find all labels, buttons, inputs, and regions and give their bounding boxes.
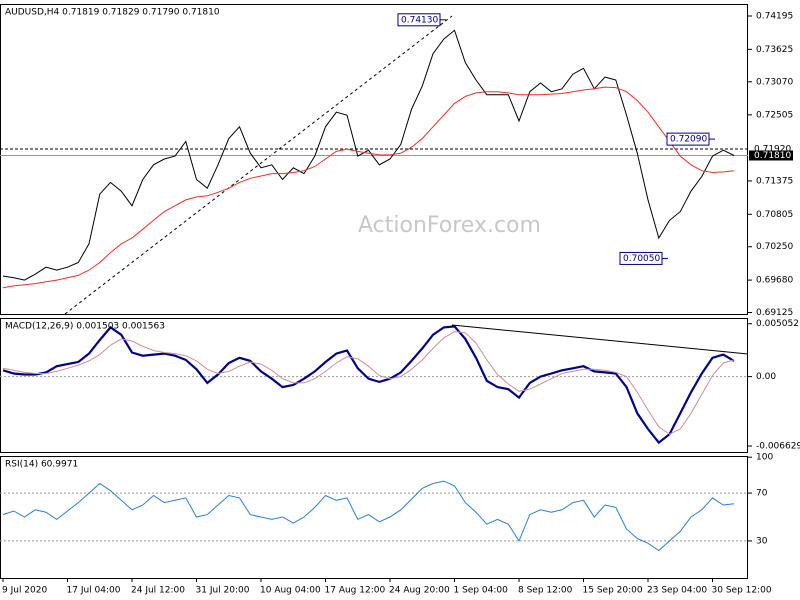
x-tick-label: 1 Sep 04:00	[454, 586, 509, 596]
y-tick-label: 0.70250	[756, 242, 793, 252]
panel-frame	[0, 456, 748, 579]
y-tick-label: 0.71375	[756, 176, 793, 186]
panel-title: MACD(12,26,9) 0.001503 0.001563	[5, 322, 165, 332]
panel-title: RSI(14) 60.9971	[5, 460, 78, 470]
x-tick-label: 23 Sep 04:00	[647, 586, 707, 596]
series-line	[2, 325, 735, 445]
x-tick-label: 24 Aug 20:00	[389, 586, 450, 596]
x-tick-label: 24 Jul 12:00	[131, 586, 185, 596]
price-label: 0.71920	[754, 145, 791, 155]
y-tick-label: 0.69680	[756, 276, 793, 286]
y-tick-label: 0.005052	[756, 319, 799, 329]
y-tick-label: 0.73625	[756, 45, 793, 55]
y-tick-label: 0.00	[756, 372, 776, 382]
x-tick-label: 17 Aug 12:00	[325, 586, 386, 596]
series-line	[2, 480, 735, 552]
watermark: ActionForex.com	[358, 213, 541, 238]
x-tick-label: 17 Jul 04:00	[67, 586, 121, 596]
y-tick-label: 0.70805	[756, 210, 793, 220]
y-tick-label: 0.69125	[756, 308, 793, 318]
y-tick-label: -0.006629	[756, 442, 800, 452]
x-tick-label: 15 Sep 20:00	[583, 586, 643, 596]
x-tick-label: 8 Sep 12:00	[518, 586, 573, 596]
price-label: 0.71810	[754, 151, 791, 161]
panel-title: AUDUSD,H4 0.71819 0.71829 0.71790 0.7181…	[5, 8, 220, 18]
series-line	[2, 331, 735, 435]
y-tick-label: 0.72505	[756, 110, 793, 120]
x-tick-label: 30 Sep 12:00	[712, 586, 772, 596]
price-label-box	[749, 150, 793, 161]
y-tick-label: 0.74195	[756, 11, 793, 21]
annotation-label: 0.70050	[623, 254, 660, 264]
y-tick-label: 30	[756, 536, 768, 546]
y-tick-label: 70	[756, 489, 768, 499]
price-label-box	[749, 144, 793, 155]
x-tick-label: 10 Aug 04:00	[260, 586, 321, 596]
y-tick-label: 100	[756, 453, 773, 463]
panel-frame	[0, 318, 748, 453]
annotation-label: 0.72090	[670, 135, 707, 145]
x-tick-label: 31 Jul 20:00	[196, 586, 250, 596]
panel-frame	[0, 4, 748, 315]
annotation-label: 0.74130	[401, 15, 438, 25]
y-tick-label: 0.73070	[756, 77, 793, 87]
trend-line	[451, 324, 749, 355]
series-line	[2, 29, 735, 281]
series-line	[2, 86, 735, 289]
x-tick-label: 9 Jul 2020	[2, 586, 47, 596]
